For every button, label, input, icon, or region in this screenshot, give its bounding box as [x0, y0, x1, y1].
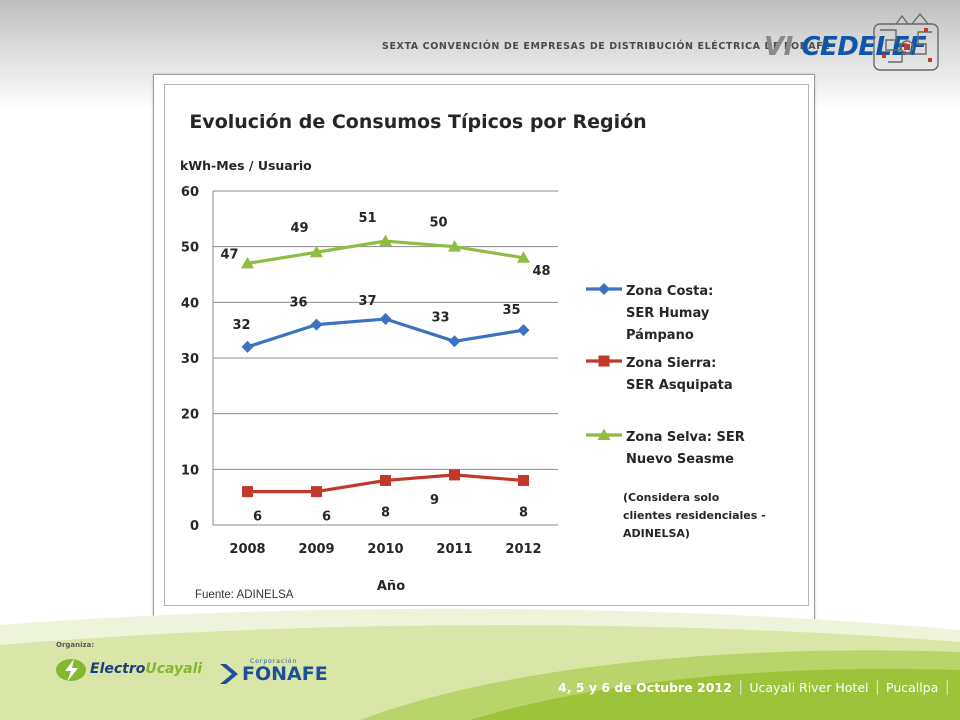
event-info: 4, 5 y 6 de Octubre 2012 │ Ucayali River H…	[558, 680, 956, 695]
series-layer	[241, 234, 530, 498]
data-point	[517, 324, 530, 337]
y-tick-label: 20	[181, 408, 199, 423]
data-point	[310, 318, 323, 331]
event-city: Pucallpa	[886, 680, 939, 695]
x-tick-label: 2009	[298, 542, 334, 557]
electro-ucayali-logo: ElectroUcayali	[54, 655, 204, 687]
data-point	[380, 474, 391, 486]
data-label: 37	[358, 294, 376, 309]
fonafe-logo: Corporación FONAFE	[218, 656, 328, 686]
data-label: 48	[532, 264, 550, 279]
x-tick-label: 2008	[229, 542, 265, 557]
chart-note: ADINELSA)	[623, 527, 690, 540]
electro-ucayali-wordmark: ElectroUcayali	[90, 661, 202, 677]
legend-label: SER Asquipata	[626, 378, 733, 393]
x-tick-label: 2011	[436, 542, 472, 557]
event-venue: Ucayali River Hotel	[749, 680, 869, 695]
data-label: 51	[358, 211, 376, 226]
data-label: 9	[430, 493, 439, 508]
data-label: 8	[381, 505, 390, 520]
data-point	[379, 234, 392, 247]
legend-label: SER Humay	[626, 306, 710, 321]
data-label: 47	[220, 247, 238, 262]
separator: │	[873, 680, 882, 695]
data-point	[241, 340, 254, 353]
data-point	[379, 313, 392, 326]
chart-note: (Considera solo	[623, 491, 720, 504]
event-date: 4, 5 y 6 de Octubre 2012	[558, 680, 732, 695]
legend: Zona Costa: SER Humay Pámpano Zona Sierra: S…	[586, 283, 766, 540]
legend-label: Zona Sierra:	[626, 356, 716, 371]
source-note: Fuente: ADINELSA	[195, 589, 294, 601]
line-chart: 0 10 20 30 40 50 60 2008 2009 2010 2011 2012 32 36 37…	[180, 111, 766, 601]
organiza-label: Organiza:	[56, 641, 95, 649]
x-tick-label: 2010	[367, 542, 403, 557]
separator: │	[736, 680, 745, 695]
legend-marker	[598, 355, 610, 367]
axes: 0 10 20 30 40 50 60 2008 2009 2010 2011 2012	[181, 185, 558, 557]
data-label: 8	[519, 505, 528, 520]
seal-icon	[873, 12, 939, 71]
separator: │	[943, 680, 951, 695]
data-point	[518, 474, 529, 486]
legend-marker	[597, 428, 611, 440]
electro-ucayali-emblem-icon	[56, 659, 86, 682]
convention-title: SEXTA CONVENCIÓN DE EMPRESAS DE DISTRIBU…	[382, 41, 831, 52]
legend-label: Zona Selva: SER	[626, 430, 745, 445]
data-label: 36	[289, 296, 307, 311]
data-label: 49	[290, 221, 308, 236]
data-label: 35	[502, 303, 520, 318]
y-tick-label: 50	[181, 241, 199, 256]
data-label: 6	[253, 510, 262, 525]
brand-prefix: VI	[764, 32, 793, 62]
data-point	[517, 251, 530, 263]
y-tick-label: 10	[181, 463, 199, 478]
data-label: 32	[232, 318, 250, 333]
legend-marker	[598, 283, 610, 295]
logo1-main-text: Electro	[90, 661, 146, 677]
data-labels: 32 36 37 33 35 6 6 8 9 8 47 49 51 50 48	[220, 211, 550, 524]
data-point	[241, 256, 254, 269]
chart-note: clientes residenciales -	[623, 509, 766, 522]
fonafe-name: FONAFE	[242, 663, 328, 685]
fonafe-arrow-icon	[220, 664, 238, 684]
gridlines	[213, 190, 558, 470]
data-point	[311, 486, 322, 498]
data-point	[448, 335, 461, 348]
x-tick-label: 2012	[505, 542, 541, 557]
legend-label: Nuevo Seasme	[626, 452, 734, 467]
logo1-accent-text: Ucayali	[145, 661, 203, 677]
footer-band	[0, 608, 960, 720]
legend-label: Zona Costa:	[626, 284, 713, 299]
x-axis-title: Año	[377, 579, 405, 594]
y-tick-label: 60	[181, 185, 199, 200]
chart-area: 0 10 20 30 40 50 60 2008 2009 2010 2011 2012 32 36 37…	[164, 84, 809, 606]
data-label: 6	[322, 510, 331, 525]
data-label: 33	[431, 310, 449, 325]
fonafe-corp-label: Corporación	[250, 658, 298, 665]
y-tick-label: 30	[181, 352, 199, 367]
y-axis-title: kWh-Mes / Usuario	[180, 158, 312, 173]
data-point	[242, 486, 253, 498]
y-tick-label: 0	[190, 519, 199, 534]
y-tick-label: 40	[181, 296, 199, 311]
data-label: 50	[429, 216, 447, 231]
legend-label: Pámpano	[626, 328, 694, 343]
data-point	[310, 245, 323, 258]
data-point	[449, 469, 460, 481]
chart-title: Evolución de Consumos Típicos por Región	[189, 111, 646, 133]
data-point	[448, 240, 461, 252]
